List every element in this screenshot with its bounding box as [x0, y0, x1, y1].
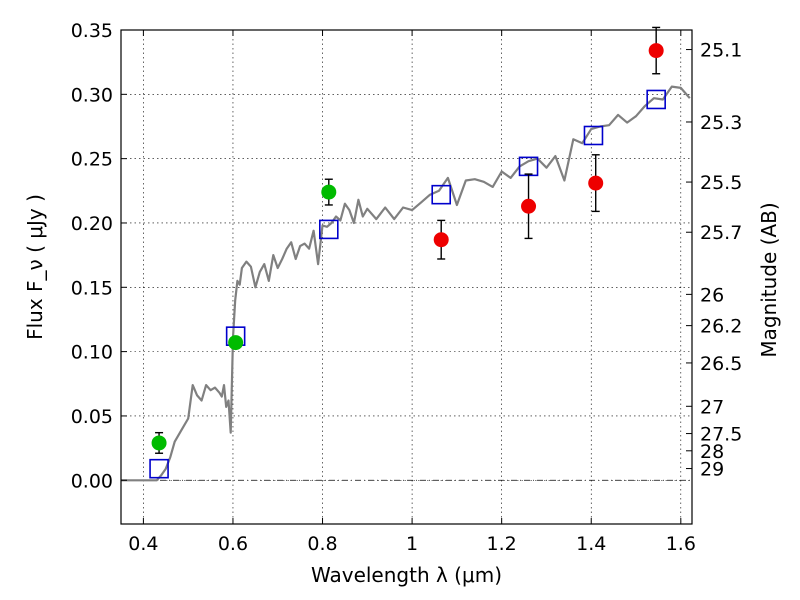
- y-tick-label: 0.20: [71, 213, 113, 235]
- y-tick-label: 0.30: [71, 84, 113, 106]
- mag-tick-label: 27.5: [700, 424, 742, 446]
- mag-tick-label: 25.5: [700, 172, 742, 194]
- optical-point: [151, 435, 167, 451]
- grid: [121, 29, 692, 524]
- model-flux-square: [318, 219, 339, 240]
- x-axis-label: Wavelength λ (μm): [311, 563, 502, 587]
- axis-ticks: 0.4 0.6 0.8 1 1.2 1.4 1.6 0.00 0.05 0.10 0.15 0.20 0…: [71, 20, 743, 555]
- y-tick-label: 0.05: [71, 406, 113, 428]
- mag-tick-label: 26: [700, 284, 724, 306]
- right-axis-label: Magnitude (AB): [757, 202, 781, 357]
- x-tick-label: 0.4: [128, 533, 158, 555]
- mag-tick-label: 27: [700, 396, 724, 418]
- y-tick-label: 0.00: [71, 470, 113, 492]
- model-flux-square: [431, 184, 452, 205]
- mag-tick-label: 26.5: [700, 353, 742, 375]
- plot-frame: [120, 29, 693, 525]
- y-axis-label: Flux F_ν ( μJy ): [23, 194, 47, 340]
- x-tick-label: 0.6: [218, 533, 248, 555]
- optical-point: [228, 335, 244, 351]
- infrared-point: [433, 232, 449, 248]
- infrared-point: [648, 43, 664, 59]
- plot-area: [121, 26, 691, 482]
- x-tick-label: 1.4: [576, 533, 606, 555]
- x-tick-label: 0.8: [307, 533, 337, 555]
- mag-tick-label: 28: [700, 441, 724, 463]
- model-spectrum-line: [121, 85, 691, 482]
- mag-tick-label: 25.7: [700, 222, 742, 244]
- model-flux-square: [149, 458, 169, 479]
- y-tick-label: 0.10: [71, 342, 113, 364]
- optical-point: [321, 184, 337, 200]
- mag-tick-label: 26.2: [700, 316, 742, 338]
- model-flux-square: [583, 125, 604, 146]
- infrared-point: [521, 198, 537, 214]
- x-tick-label: 1.2: [487, 533, 517, 555]
- infrared-point: [588, 175, 604, 191]
- mag-tick-label: 25.3: [700, 112, 742, 134]
- x-tick-label: 1.6: [666, 533, 696, 555]
- y-tick-label: 0.15: [71, 277, 113, 299]
- x-tick-label: 1: [406, 533, 418, 555]
- y-tick-label: 0.35: [71, 20, 113, 42]
- mag-tick-label: 25.1: [700, 40, 742, 62]
- mag-tick-label: 29: [700, 459, 724, 481]
- y-tick-label: 0.25: [71, 149, 113, 171]
- model-flux-square: [646, 89, 666, 110]
